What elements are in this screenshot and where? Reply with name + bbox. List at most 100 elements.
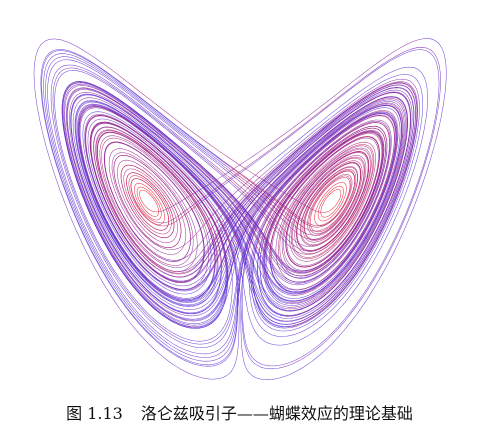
lorenz-attractor-plot [33,38,447,380]
trajectory-segment [130,261,218,306]
trajectory-segment [75,101,214,265]
trajectory-segment [213,193,282,306]
trajectory-segment [307,96,408,307]
trajectory-segment [82,111,184,280]
trajectory-segment [149,160,204,279]
trajectory-segment [123,168,172,206]
trajectory-segment [310,177,355,233]
caption-number: 图 1.13 [66,404,123,423]
trajectory-segment [61,81,194,317]
trajectory-segment [292,110,399,296]
trajectory-segment [130,178,169,222]
trajectory-segment [326,167,358,230]
trajectory-segment [323,189,342,213]
trajectory-segment [325,162,362,234]
trajectory-segment [209,201,265,315]
trajectory-segment [271,184,304,290]
trajectory-segment [129,142,209,275]
trajectory-segment [262,66,428,324]
trajectory-segment [144,320,234,355]
trajectory-segment [263,121,391,225]
trajectory-segment [124,194,175,238]
trajectory-segment [79,106,244,255]
trajectory-segment [223,215,268,323]
trajectory-segment [142,189,159,217]
trajectory-segment [41,50,231,342]
trajectory-segment [294,138,380,268]
trajectory-segment [130,183,165,225]
trajectory-segment [85,115,230,244]
trajectory-segment [267,133,383,244]
trajectory-segment [101,137,174,266]
trajectory-segment [242,279,251,355]
trajectory-segment [296,202,359,251]
trajectory-segment [190,123,332,275]
trajectory-segment [301,111,398,294]
trajectory-segment [196,49,440,238]
trajectory-segment [260,113,397,221]
trajectory-segment [77,103,234,226]
trajectory-segment [97,132,180,272]
trajectory-segment [297,162,361,225]
trajectory-segment [206,142,318,291]
trajectory-segment [234,262,240,348]
trajectory-segment [193,235,244,322]
trajectory-segment [77,104,169,297]
trajectory-segment [229,243,238,339]
trajectory-segment [231,89,413,227]
trajectory-segment [304,149,371,254]
trajectory-segment [172,265,227,326]
trajectory-segment [95,201,219,303]
trajectory-segment [213,164,329,247]
trajectory-segment [292,115,395,290]
trajectory-segment [250,223,267,326]
trajectory-segment [220,191,308,286]
trajectory-segment [278,145,356,266]
trajectory-segment [266,95,420,332]
trajectory-segment [307,191,331,236]
trajectory-segment [262,130,384,255]
trajectory-segment [254,122,390,253]
trajectory-segment [131,204,172,235]
trajectory-segment [286,102,404,305]
trajectory-segment [164,339,236,367]
trajectory-segment [321,182,347,222]
trajectory-segment [102,175,205,268]
trajectory-segment [134,184,161,221]
trajectory-segment [264,141,347,282]
trajectory-segment [243,118,368,280]
trajectory-segment [248,140,336,293]
trajectory-segment [63,83,174,320]
trajectory-segment [157,338,235,366]
trajectory-segment [54,70,240,295]
trajectory-segment [93,127,191,278]
trajectory-segment [113,155,179,215]
trajectory-segment [249,292,321,337]
trajectory-segment [107,66,324,213]
trajectory-segment [205,89,388,267]
trajectory-segment [103,141,167,250]
trajectory-segment [217,104,371,278]
trajectory-segment [232,212,264,326]
trajectory-segment [328,169,357,229]
trajectory-segment [133,278,229,320]
trajectory-segment [266,98,419,329]
trajectory-segment [300,180,327,246]
trajectory-segment [126,185,169,231]
trajectory-segment [199,136,321,285]
trajectory-segment [87,118,188,266]
trajectory-segment [289,175,324,262]
trajectory-segment [323,156,366,243]
trajectory-segment [240,253,248,344]
trajectory-segment [317,186,339,222]
trajectory-segment [148,202,191,262]
trajectory-segment [246,114,395,254]
trajectory-segment [50,64,215,330]
trajectory-segment [246,307,325,346]
trajectory-segment [267,176,394,304]
trajectory-segment [78,105,232,225]
trajectory-segment [74,100,215,268]
trajectory-segment [283,149,360,258]
trajectory-segment [206,347,239,380]
trajectory-segment [296,177,327,252]
